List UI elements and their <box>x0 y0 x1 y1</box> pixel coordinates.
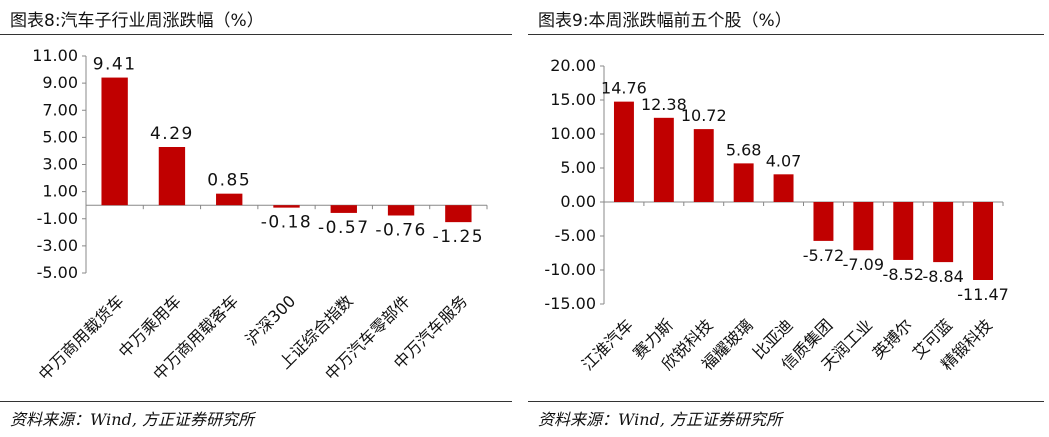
data-label: 9.41 <box>93 55 137 75</box>
data-label: -5.72 <box>803 246 844 265</box>
bar <box>445 205 472 223</box>
category-label: 中万商用载货车 <box>35 291 128 384</box>
chart-source: 资料来源：Wind, 方正证券研究所 <box>538 410 783 429</box>
data-label: 5.68 <box>726 140 762 159</box>
chart-panel-industry: 图表8:汽车子行业周涨跌幅（%） 11.00 9.00 7.00 5.00 3.00 1.… <box>0 0 512 437</box>
bar <box>893 202 914 260</box>
bar <box>733 163 754 202</box>
bar <box>933 202 954 263</box>
data-label: -1.25 <box>433 227 485 247</box>
stocks-bar-chart: 20.00 15.00 10.00 5.00 0.00 -5.00 -10.00 -15.00… <box>544 56 1009 374</box>
y-tick-label: 7.00 <box>42 100 78 119</box>
data-label: 12.38 <box>641 95 687 114</box>
data-label: 4.29 <box>150 124 194 144</box>
top-rule <box>528 34 1044 35</box>
bottom-rule <box>528 401 1044 402</box>
bar <box>613 101 634 202</box>
bar <box>813 202 834 241</box>
y-tick-label: 20.00 <box>550 56 596 75</box>
y-tick-label: -15.00 <box>544 294 596 313</box>
data-label: -8.52 <box>883 265 924 284</box>
y-tick-label: 9.00 <box>42 73 78 92</box>
y-tick-label: 15.00 <box>550 90 596 109</box>
y-tick-label: 5.00 <box>560 158 596 177</box>
bar <box>101 77 128 206</box>
data-label: -8.84 <box>922 267 963 286</box>
chart-panel-stocks: 图表9:本周涨跌幅前五个股（%） 20.00 15.00 10.00 5.00 0.00… <box>528 0 1049 437</box>
y-tick-label: 3.00 <box>42 155 78 174</box>
bar <box>216 193 243 206</box>
bar <box>273 205 300 208</box>
category-label: 沪深300 <box>242 291 300 349</box>
industry-bar-chart: 11.00 9.00 7.00 5.00 3.00 1.00 -1.00 -3.00 -5.00… <box>32 46 488 384</box>
data-label: -0.76 <box>375 220 427 240</box>
y-tick-label: -10.00 <box>544 260 596 279</box>
chart-title: 图表9:本周涨跌幅前五个股（%） <box>538 11 792 31</box>
category-label: 英搏尔 <box>869 315 916 362</box>
bar <box>773 174 794 202</box>
data-label: -0.57 <box>318 218 370 238</box>
y-tick-label: -1.00 <box>37 209 78 228</box>
bar <box>158 147 186 206</box>
bar <box>653 117 674 202</box>
chart-title: 图表8:汽车子行业周涨跌幅（%） <box>10 11 264 31</box>
data-label: 4.07 <box>766 151 802 170</box>
category-label: 江淮汽车 <box>578 315 637 374</box>
bar <box>330 205 357 213</box>
y-tick-label: 1.00 <box>42 182 78 201</box>
bar <box>693 129 714 202</box>
y-tick-label: -5.00 <box>555 226 596 245</box>
y-tick-label: -3.00 <box>37 236 78 255</box>
data-label: -11.47 <box>957 285 1009 304</box>
data-label: -0.18 <box>261 213 313 233</box>
y-tick-label: 11.00 <box>32 46 78 65</box>
data-label: 14.76 <box>601 79 647 98</box>
y-tick-label: 10.00 <box>550 124 596 143</box>
data-label: -7.09 <box>843 255 884 274</box>
chart-source: 资料来源：Wind, 方正证券研究所 <box>10 410 255 429</box>
data-label: 10.72 <box>681 106 727 125</box>
top-rule <box>0 34 512 35</box>
data-label: 0.85 <box>207 171 251 191</box>
bottom-rule <box>0 401 512 402</box>
y-tick-label: -5.00 <box>37 263 78 282</box>
bar <box>973 202 994 280</box>
bar <box>387 205 415 216</box>
y-tick-label: 5.00 <box>42 127 78 146</box>
y-tick-label: 0.00 <box>560 192 596 211</box>
bar <box>853 202 874 251</box>
